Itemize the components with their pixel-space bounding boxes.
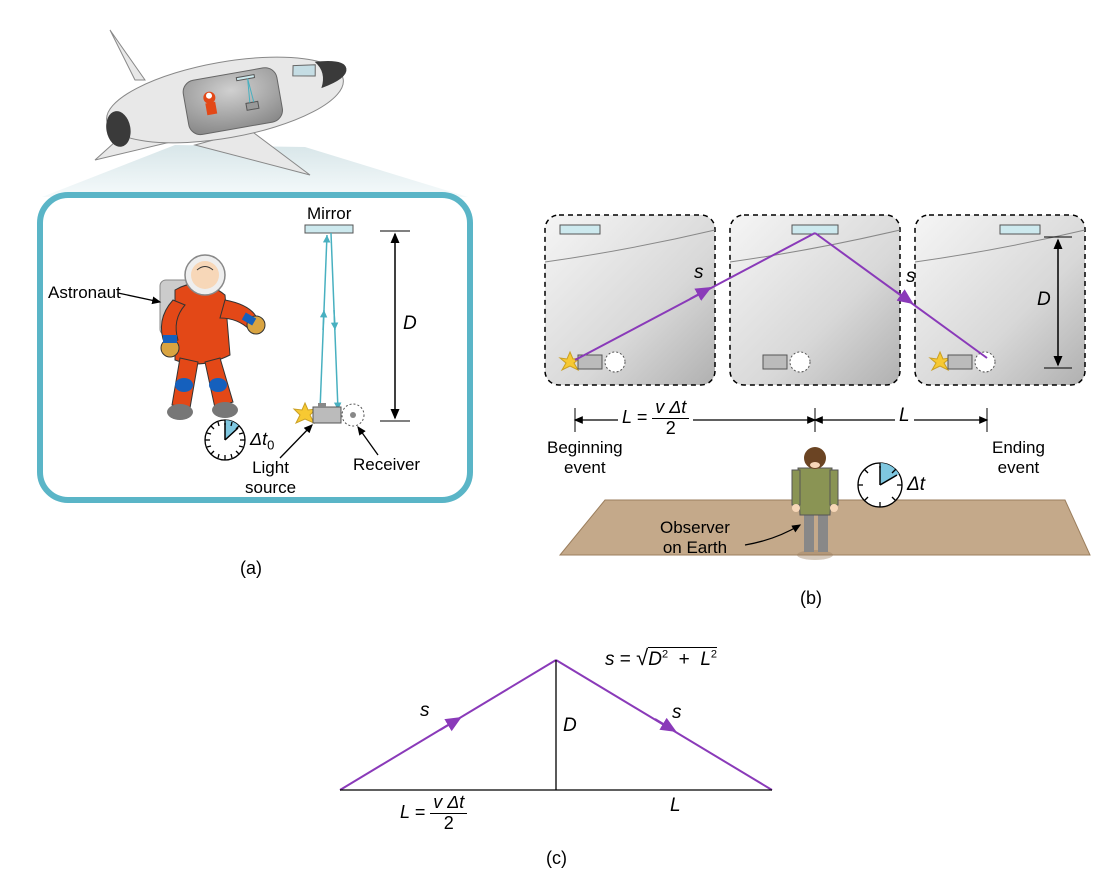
label-s-c2: s: [672, 702, 682, 724]
label-s-c1: s: [420, 700, 430, 722]
label-observer: Observeron Earth: [660, 518, 730, 557]
ship-snapshot-3: [915, 215, 1085, 385]
label-ending: Endingevent: [992, 438, 1045, 477]
label-s-b1: s: [694, 262, 704, 284]
label-l-c: L: [670, 795, 681, 817]
label-l-formula-c: L = v Δt2: [400, 793, 467, 834]
label-l-b: L: [895, 405, 914, 427]
panel-c-label: (c): [546, 848, 567, 869]
label-beginning: Beginningevent: [547, 438, 623, 477]
label-d-b: D: [1037, 289, 1051, 311]
panel-b-label: (b): [800, 588, 822, 609]
ship-snapshot-2: [730, 215, 900, 385]
label-formula-c: s = √D2 + L2: [605, 645, 717, 671]
panel-b-svg: [0, 0, 1112, 620]
label-dt-b: Δt: [907, 474, 925, 496]
label-l-formula-b: L = v Δt2: [618, 398, 693, 439]
label-d-c: D: [563, 715, 577, 737]
label-s-b2: s: [906, 266, 916, 288]
clock-b: [858, 463, 902, 507]
